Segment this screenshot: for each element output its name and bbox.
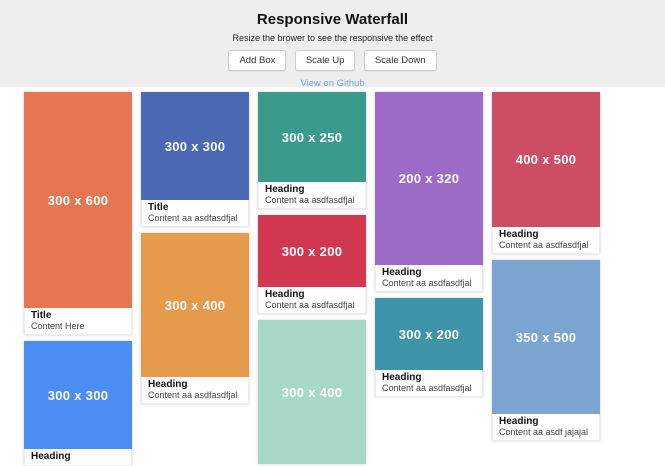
placeholder-image: 350 x 500	[492, 260, 600, 414]
placeholder-image: 300 x 400	[258, 320, 366, 464]
placeholder-image: 300 x 400	[141, 233, 249, 377]
waterfall-column-4: 200 x 320 Heading Content aa asdfasdfjal 30…	[375, 92, 483, 466]
card-caption: Title Content aa asdfasdfjal	[141, 200, 249, 227]
card-heading: Heading	[382, 372, 422, 383]
waterfall-card: 400 x 500 Heading Content aa asdfasdfjal	[492, 92, 600, 254]
add-box-button[interactable]: Add Box	[228, 50, 287, 71]
waterfall-card: 300 x 400 Heading Content aa asdfasdfjal	[141, 233, 249, 404]
card-content: Content aa asdf jajajal	[499, 427, 589, 437]
card-heading: Heading	[31, 451, 71, 462]
page-subtitle: Resize the brower to see the responsive …	[232, 33, 433, 43]
github-link[interactable]: View on Github	[300, 78, 365, 89]
card-content: Content aa asdfasdfjal	[382, 383, 472, 393]
card-heading: Heading	[382, 267, 422, 278]
card-heading: Heading	[499, 416, 539, 427]
size-label: 200 x 320	[398, 171, 460, 186]
waterfall-card: 300 x 200 Heading Content aa asdfasdfjal	[375, 298, 483, 397]
card-caption: Heading Content aa asdfasdfjal	[375, 370, 483, 397]
size-label: 300 x 300	[164, 138, 226, 154]
card-caption: Heading Content aa asdfasdfjal	[141, 377, 249, 404]
waterfall-card: 300 x 200 Heading Content aa asdfasdfjal	[258, 215, 366, 314]
placeholder-image: 400 x 500	[492, 92, 600, 227]
placeholder-image: 300 x 300	[24, 341, 132, 449]
waterfall-column-5: 400 x 500 Heading Content aa asdfasdfjal 35…	[492, 92, 600, 466]
card-heading: Heading	[265, 289, 305, 300]
waterfall-column-3: 300 x 250 Heading Content aa asdfasdfjal 30…	[258, 92, 366, 466]
card-content: Content aa asdfasdfjal	[265, 195, 355, 205]
card-caption: Heading Content aa asdfasdfjal	[258, 182, 366, 209]
scale-down-button[interactable]: Scale Down	[363, 50, 437, 71]
placeholder-image: 300 x 200	[375, 298, 483, 370]
size-label: 300 x 200	[398, 326, 460, 342]
waterfall-card: 300 x 250 Heading Content aa asdfasdfjal	[258, 92, 366, 209]
size-label: 300 x 250	[281, 129, 343, 145]
card-content: Content aa asdfasdfjal	[499, 240, 589, 250]
card-caption: Heading Content aa asdfasdfjal	[492, 227, 600, 254]
size-label: 300 x 400	[281, 384, 343, 400]
card-caption: Heading Content aa asdfasdfjal	[375, 265, 483, 292]
size-label: 300 x 300	[47, 387, 109, 403]
size-label: 400 x 500	[515, 152, 577, 167]
scale-up-button[interactable]: Scale Up	[294, 50, 356, 71]
card-content: Content aa asdfasdfjal	[265, 300, 355, 310]
waterfall-card: 300 x 300 Heading	[24, 341, 132, 466]
waterfall-card: 300 x 400	[258, 320, 366, 464]
waterfall-card: 300 x 300 Title Content aa asdfasdfjal	[141, 92, 249, 227]
card-heading: Heading	[499, 229, 539, 240]
card-caption: Heading Content aa asdf jajajal	[492, 414, 600, 441]
card-caption: Title Content Here	[24, 308, 132, 335]
waterfall-grid: 300 x 600 Title Content Here 300 x 300 Headi…	[24, 92, 600, 466]
size-label: 300 x 400	[164, 297, 226, 313]
card-content: Content aa asdfasdfjal	[382, 278, 472, 288]
page-header: Responsive Waterfall Resize the brower t…	[0, 0, 665, 89]
waterfall-column-2: 300 x 300 Title Content aa asdfasdfjal 300 …	[141, 92, 249, 466]
placeholder-image: 300 x 200	[258, 215, 366, 287]
page-title: Responsive Waterfall	[256, 11, 409, 28]
card-content: Content aa asdfasdfjal	[148, 390, 238, 400]
waterfall-card: 200 x 320 Heading Content aa asdfasdfjal	[375, 92, 483, 292]
waterfall-card: 300 x 600 Title Content Here	[24, 92, 132, 335]
card-caption: Heading	[24, 449, 132, 466]
toolbar: Add Box Scale Up Scale Down	[0, 50, 665, 71]
card-content: Content aa asdfasdfjal	[148, 213, 238, 223]
card-content: Content Here	[31, 321, 85, 331]
link-row: View on Github	[0, 71, 665, 91]
card-heading: Title	[31, 310, 52, 321]
placeholder-image: 200 x 320	[375, 92, 483, 265]
size-label: 300 x 200	[281, 243, 343, 259]
size-label: 300 x 600	[47, 192, 109, 208]
card-heading: Heading	[265, 184, 305, 195]
card-caption: Heading Content aa asdfasdfjal	[258, 287, 366, 314]
waterfall-card: 350 x 500 Heading Content aa asdf jajajal	[492, 260, 600, 441]
waterfall-column-1: 300 x 600 Title Content Here 300 x 300 Headi…	[24, 92, 132, 466]
placeholder-image: 300 x 250	[258, 92, 366, 182]
placeholder-image: 300 x 600	[24, 92, 132, 308]
size-label: 350 x 500	[515, 329, 577, 345]
card-heading: Title	[148, 202, 169, 213]
placeholder-image: 300 x 300	[141, 92, 249, 200]
card-heading: Heading	[148, 379, 188, 390]
